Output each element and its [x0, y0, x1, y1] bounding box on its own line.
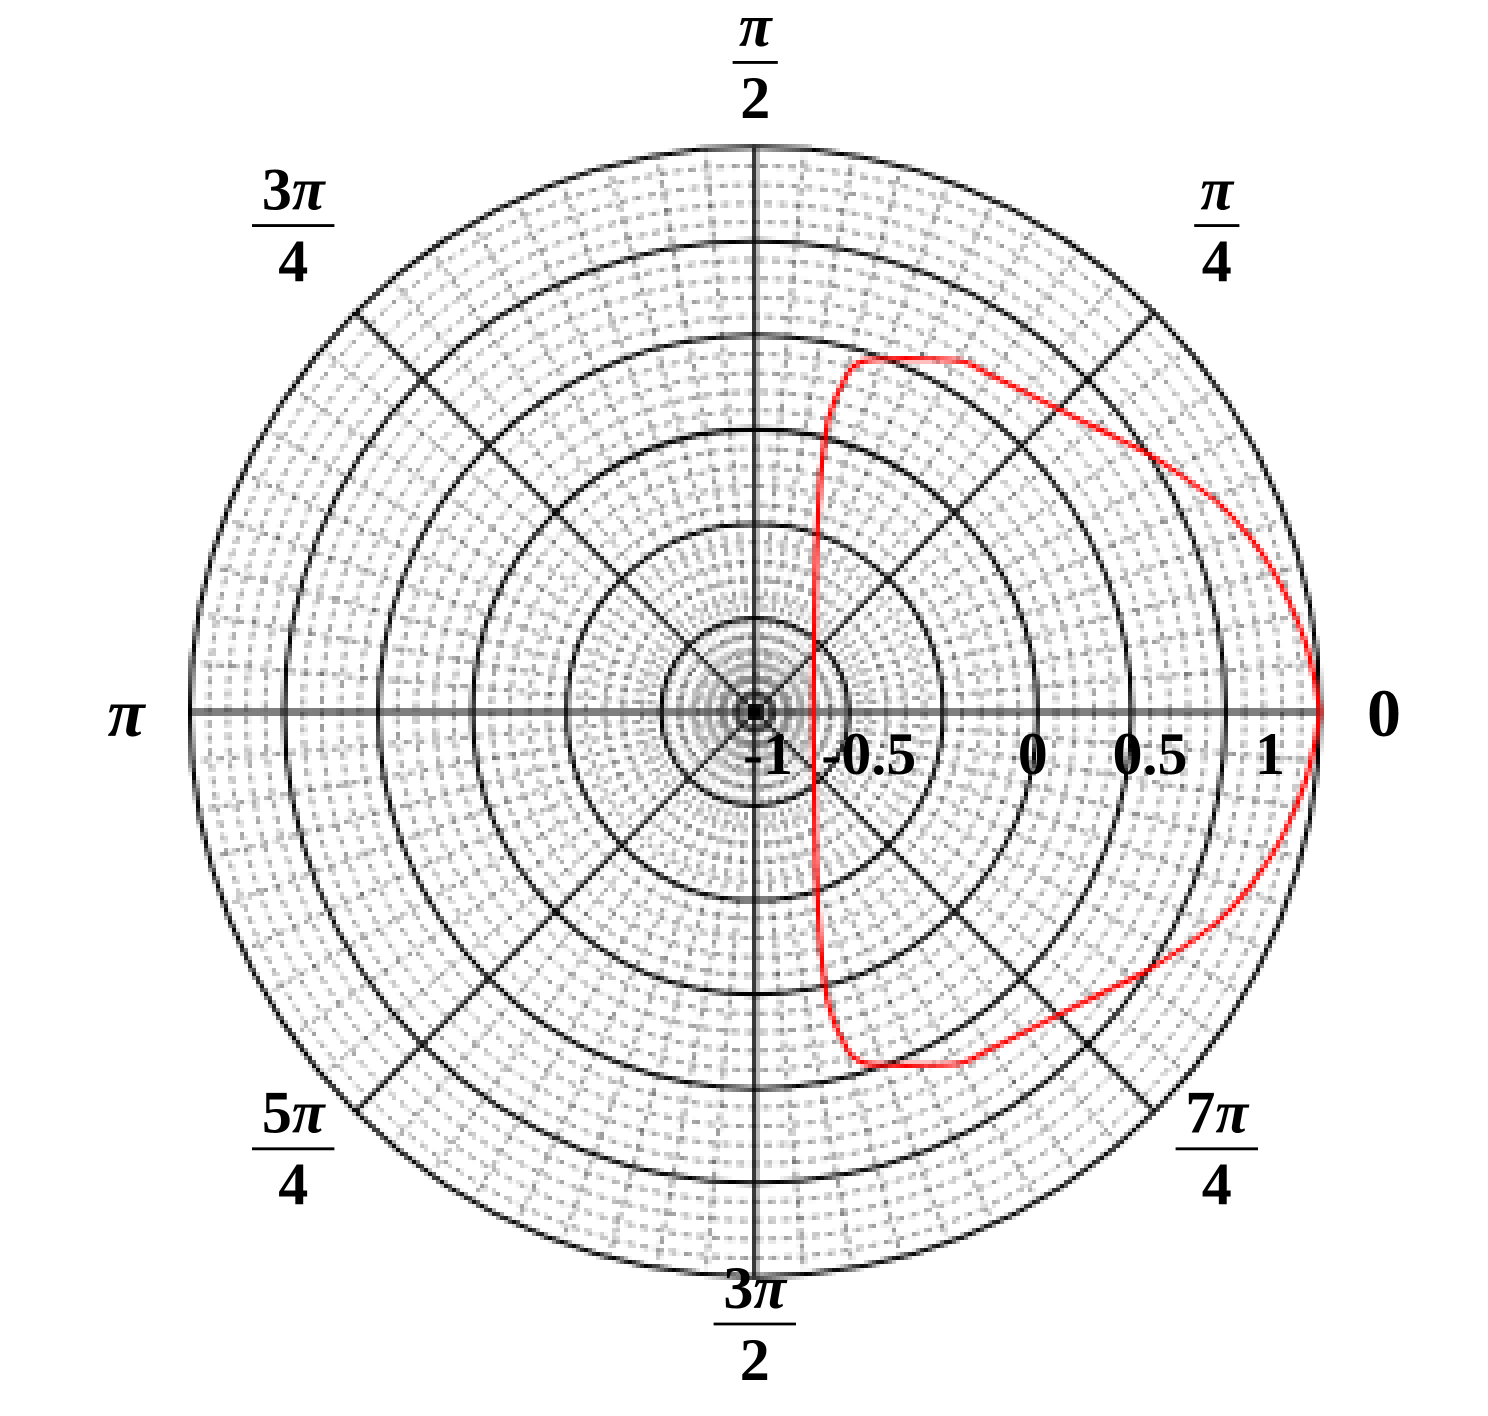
svg-text:1: 1	[1255, 721, 1285, 787]
svg-text:5π: 5π	[262, 1080, 327, 1146]
svg-text:3π: 3π	[723, 1255, 788, 1321]
svg-text:π: π	[1200, 156, 1235, 222]
svg-text:4: 4	[1202, 228, 1232, 294]
svg-text:4: 4	[278, 228, 308, 294]
svg-text:-1: -1	[743, 721, 793, 787]
svg-text:3π: 3π	[262, 156, 327, 222]
svg-text:-0.5: -0.5	[821, 721, 916, 787]
svg-text:0: 0	[1367, 675, 1401, 751]
svg-text:0: 0	[1018, 721, 1048, 787]
svg-text:π: π	[739, 0, 774, 59]
svg-text:π: π	[107, 675, 146, 751]
svg-text:4: 4	[1202, 1152, 1232, 1218]
svg-text:4: 4	[278, 1152, 308, 1218]
svg-text:2: 2	[740, 65, 770, 131]
svg-text:0.5: 0.5	[1113, 721, 1188, 787]
svg-text:7π: 7π	[1185, 1080, 1250, 1146]
svg-text:2: 2	[740, 1327, 770, 1393]
